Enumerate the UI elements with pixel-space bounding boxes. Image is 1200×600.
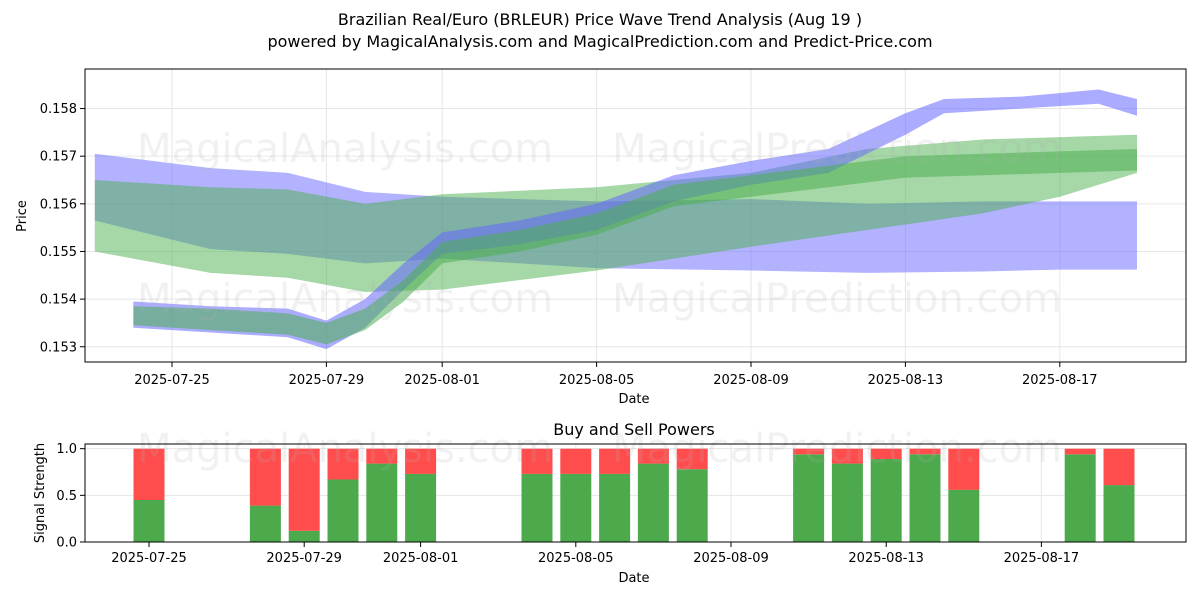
buy-bar-2025-08-06 bbox=[599, 473, 631, 542]
signal-x-tick-label-2: 2025-08-01 bbox=[383, 551, 459, 566]
buy-bar-2025-08-08 bbox=[676, 469, 708, 542]
buy-bar-2025-08-19 bbox=[1103, 485, 1135, 542]
buy-bar-2025-08-01 bbox=[405, 473, 437, 542]
sell-bar-2025-08-14 bbox=[909, 448, 941, 455]
buy-bar-2025-07-31 bbox=[366, 463, 398, 542]
signal-x-tick-label-0: 2025-07-25 bbox=[111, 551, 187, 566]
buy-bar-2025-07-30 bbox=[327, 479, 359, 542]
signal-x-tick-label-4: 2025-08-09 bbox=[693, 551, 769, 566]
sell-bar-2025-08-13 bbox=[870, 448, 902, 459]
sell-bar-2025-08-08 bbox=[676, 448, 708, 470]
sell-bar-2025-07-29 bbox=[288, 448, 320, 531]
sell-bar-2025-08-07 bbox=[637, 448, 669, 464]
signal-x-tick-label-1: 2025-07-29 bbox=[266, 551, 342, 566]
watermark-analysis-top: MagicalAnalysis.com bbox=[137, 126, 553, 172]
buy-bar-2025-08-11 bbox=[793, 454, 825, 542]
price-y-tick-label-1: 0.154 bbox=[40, 293, 77, 308]
signal-y-tick-label-2: 1.0 bbox=[56, 442, 77, 457]
signal-y-ticks: 0.0 0.5 1.0 bbox=[56, 442, 85, 551]
price-x-ticks: 2025-07-25 2025-07-29 2025-08-01 2025-08-05… bbox=[134, 362, 1098, 388]
chart-title: Brazilian Real/Euro (BRLEUR) Price Wave … bbox=[338, 10, 862, 29]
sell-bar-2025-07-30 bbox=[327, 448, 359, 480]
signal-x-tick-label-6: 2025-08-17 bbox=[1004, 551, 1080, 566]
buy-bar-2025-08-15 bbox=[948, 489, 980, 542]
price-y-tick-label-4: 0.157 bbox=[40, 150, 77, 165]
sell-bar-2025-08-11 bbox=[793, 448, 825, 455]
price-y-tick-label-2: 0.155 bbox=[40, 245, 77, 260]
signal-y-label: Signal Strength bbox=[33, 443, 48, 543]
signal-axes-frame bbox=[84, 443, 1187, 543]
buy-bar-2025-08-05 bbox=[560, 473, 592, 542]
sell-bar-2025-08-19 bbox=[1103, 448, 1135, 486]
signal-x-label: Date bbox=[618, 571, 649, 586]
sell-bar-2025-08-06 bbox=[599, 448, 631, 474]
price-wave-bands bbox=[94, 89, 1137, 350]
sell-bar-2025-07-31 bbox=[366, 448, 398, 464]
price-x-label: Date bbox=[618, 392, 649, 407]
watermark-prediction-top: MagicalPrediction.com bbox=[612, 126, 1062, 172]
signal-y-tick-label-0: 0.0 bbox=[56, 536, 77, 551]
sell-bar-2025-07-28 bbox=[249, 448, 281, 506]
price-x-tick-label-5: 2025-08-13 bbox=[868, 373, 944, 388]
sell-bar-2025-08-04 bbox=[521, 448, 553, 474]
price-panel: MagicalAnalysis.com MagicalPrediction.co… bbox=[15, 68, 1187, 407]
price-x-tick-label-3: 2025-08-05 bbox=[559, 373, 635, 388]
watermark-analysis-bottom: MagicalAnalysis.com bbox=[137, 426, 553, 472]
sell-bar-2025-08-01 bbox=[405, 448, 437, 474]
buy-bar-2025-07-28 bbox=[249, 505, 281, 542]
price-axes-frame bbox=[84, 68, 1187, 363]
price-band-2-blue bbox=[133, 89, 1137, 350]
signal-x-tick-label-3: 2025-08-05 bbox=[538, 551, 614, 566]
price-y-tick-label-0: 0.153 bbox=[40, 340, 77, 355]
signal-bars bbox=[133, 448, 1135, 542]
buy-bar-2025-08-18 bbox=[1064, 454, 1096, 542]
buy-bar-2025-07-25 bbox=[133, 500, 165, 542]
buy-bar-2025-08-14 bbox=[909, 454, 941, 542]
sell-bar-2025-08-05 bbox=[560, 448, 592, 474]
price-x-tick-label-6: 2025-08-17 bbox=[1022, 373, 1098, 388]
buy-bar-2025-08-07 bbox=[637, 463, 669, 542]
price-y-tick-label-3: 0.156 bbox=[40, 197, 77, 212]
price-x-tick-label-4: 2025-08-09 bbox=[713, 373, 789, 388]
sell-bar-2025-08-15 bbox=[948, 448, 980, 490]
price-band-3-green bbox=[133, 149, 1137, 345]
price-x-tick-label-1: 2025-07-29 bbox=[289, 373, 365, 388]
watermark-analysis-mid: MagicalAnalysis.com bbox=[137, 276, 553, 322]
signal-title: Buy and Sell Powers bbox=[553, 420, 715, 439]
signal-y-tick-label-1: 0.5 bbox=[56, 489, 77, 504]
signal-x-tick-label-5: 2025-08-13 bbox=[848, 551, 924, 566]
sell-bar-2025-08-18 bbox=[1064, 448, 1096, 455]
signal-x-ticks: 2025-07-25 2025-07-29 2025-08-01 2025-08-05… bbox=[111, 542, 1079, 566]
sell-bar-2025-07-25 bbox=[133, 448, 165, 500]
buy-bar-2025-07-29 bbox=[288, 530, 320, 542]
buy-bar-2025-08-04 bbox=[521, 473, 553, 542]
chart-subtitle: powered by MagicalAnalysis.com and Magic… bbox=[267, 32, 932, 51]
price-x-tick-label-0: 2025-07-25 bbox=[134, 373, 210, 388]
buy-bar-2025-08-12 bbox=[831, 463, 863, 542]
price-y-tick-label-5: 0.158 bbox=[40, 102, 77, 117]
sell-bar-2025-08-12 bbox=[831, 448, 863, 464]
price-x-tick-label-2: 2025-08-01 bbox=[404, 373, 480, 388]
watermark-prediction-bottom: MagicalPrediction.com bbox=[612, 426, 1062, 472]
watermark-prediction-mid: MagicalPrediction.com bbox=[612, 276, 1062, 322]
signal-panel: Buy and Sell Powers MagicalAnalysis.com … bbox=[33, 420, 1187, 586]
price-y-ticks: 0.153 0.154 0.155 0.156 0.157 0.158 bbox=[40, 102, 85, 355]
buy-bar-2025-08-13 bbox=[870, 458, 902, 542]
price-y-label: Price bbox=[15, 200, 30, 232]
